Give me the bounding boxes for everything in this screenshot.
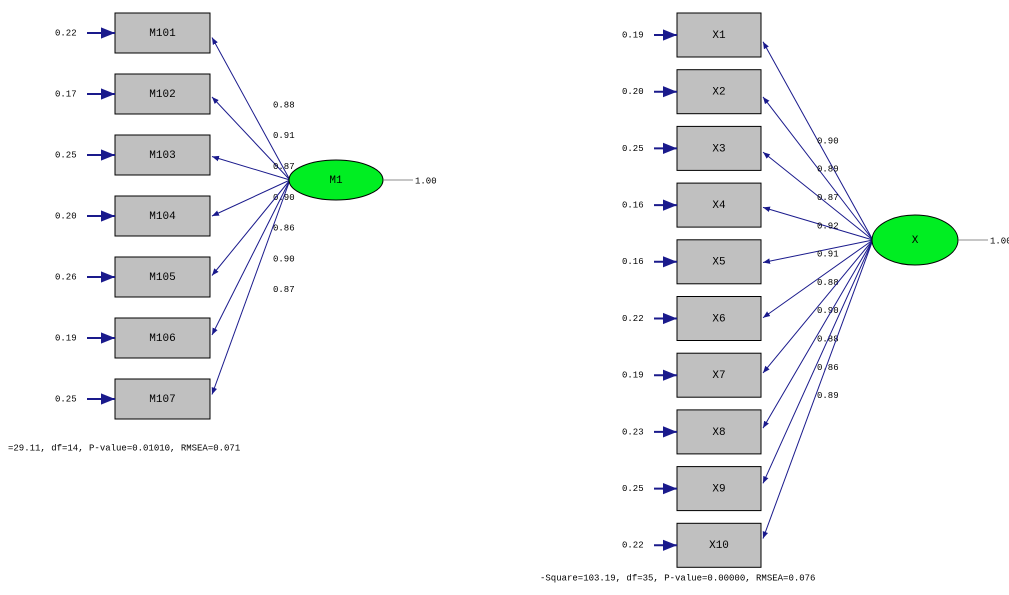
loading-arrow <box>762 239 874 429</box>
loading-label: 0.90 <box>817 306 839 316</box>
loading-label: 0.91 <box>817 250 839 260</box>
indicator-box <box>114 378 211 420</box>
error-variance: 0.19 <box>622 30 644 40</box>
error-variance: 0.17 <box>55 89 77 99</box>
indicator-label: X4 <box>712 200 726 212</box>
error-variance: 0.19 <box>622 371 644 381</box>
indicator-box <box>676 522 762 568</box>
loading-arrow <box>211 179 291 276</box>
indicator-box <box>676 69 762 115</box>
loading-arrow <box>211 179 291 395</box>
latent-variance: 1.00 <box>990 236 1009 246</box>
loading-arrow <box>762 239 874 319</box>
fit-statistics: =29.11, df=14, P-value=0.01010, RMSEA=0.… <box>8 443 240 453</box>
indicator-box <box>114 12 211 54</box>
loading-label: 0.92 <box>817 221 839 231</box>
indicator-box <box>676 296 762 341</box>
indicator-label: X6 <box>712 313 725 325</box>
loading-label: 0.88 <box>273 100 295 110</box>
loading-arrow <box>762 96 874 241</box>
error-variance: 0.22 <box>622 314 644 324</box>
indicator-label: M103 <box>149 150 175 162</box>
loading-arrow <box>211 96 291 181</box>
indicator-label: M107 <box>149 394 175 406</box>
indicator-label: X5 <box>712 257 725 269</box>
indicator-label: M104 <box>149 211 176 223</box>
indicator-box <box>676 12 762 58</box>
indicator-box <box>114 317 211 359</box>
loading-arrow <box>762 239 874 484</box>
loading-label: 0.89 <box>817 165 839 175</box>
loading-arrow <box>762 239 874 539</box>
indicator-box <box>114 256 211 298</box>
error-variance: 0.23 <box>622 427 644 437</box>
error-variance: 0.26 <box>55 272 77 282</box>
indicator-label: X2 <box>712 87 725 99</box>
indicator-box <box>676 409 762 455</box>
error-variance: 0.25 <box>622 484 644 494</box>
loading-label: 0.91 <box>273 131 295 141</box>
loading-label: 0.90 <box>817 136 839 146</box>
loading-label: 0.86 <box>817 363 839 373</box>
indicator-label: X7 <box>712 370 725 382</box>
loading-arrow <box>762 206 874 241</box>
loading-arrow <box>211 179 291 217</box>
error-variance: 0.16 <box>622 200 644 210</box>
indicator-label: M102 <box>149 89 175 101</box>
indicator-box <box>676 352 762 398</box>
indicator-box <box>114 134 211 176</box>
indicator-label: X3 <box>712 143 725 155</box>
loading-label: 0.87 <box>273 285 295 295</box>
indicator-label: M106 <box>149 333 175 345</box>
indicator-box <box>114 73 211 115</box>
loading-label: 0.87 <box>273 162 295 172</box>
loading-label: 0.90 <box>273 254 295 264</box>
loading-arrow <box>211 179 291 336</box>
indicator-label: M101 <box>149 28 176 40</box>
loading-arrow <box>211 155 291 181</box>
loading-arrow <box>762 239 873 264</box>
loading-label: 0.89 <box>817 391 839 401</box>
loading-label: 0.88 <box>817 278 839 288</box>
error-variance: 0.25 <box>55 150 77 160</box>
latent-label: X <box>912 235 919 247</box>
indicator-box <box>676 182 762 228</box>
latent-variance: 1.00 <box>415 176 437 186</box>
loading-arrow <box>762 41 874 241</box>
indicator-label: X10 <box>709 540 729 552</box>
indicator-box <box>676 239 762 285</box>
indicator-label: X8 <box>712 427 725 439</box>
error-variance: 0.20 <box>55 211 77 221</box>
error-variance: 0.22 <box>55 28 77 38</box>
error-variance: 0.25 <box>622 144 644 154</box>
indicator-label: M105 <box>149 272 175 284</box>
loading-arrow <box>211 37 291 181</box>
error-variance: 0.22 <box>622 541 644 551</box>
indicator-label: X1 <box>712 30 726 42</box>
error-variance: 0.20 <box>622 87 644 97</box>
error-variance: 0.25 <box>55 394 77 404</box>
error-variance: 0.19 <box>55 333 77 343</box>
indicator-box <box>676 125 762 171</box>
loading-label: 0.86 <box>273 224 295 234</box>
latent-label: M1 <box>329 175 343 187</box>
loading-arrow <box>762 151 874 241</box>
loading-arrow <box>762 239 874 374</box>
indicator-label: X9 <box>712 484 725 496</box>
error-variance: 0.16 <box>622 257 644 267</box>
fit-statistics: -Square=103.19, df=35, P-value=0.00000, … <box>540 573 815 583</box>
loading-label: 0.87 <box>817 193 839 203</box>
